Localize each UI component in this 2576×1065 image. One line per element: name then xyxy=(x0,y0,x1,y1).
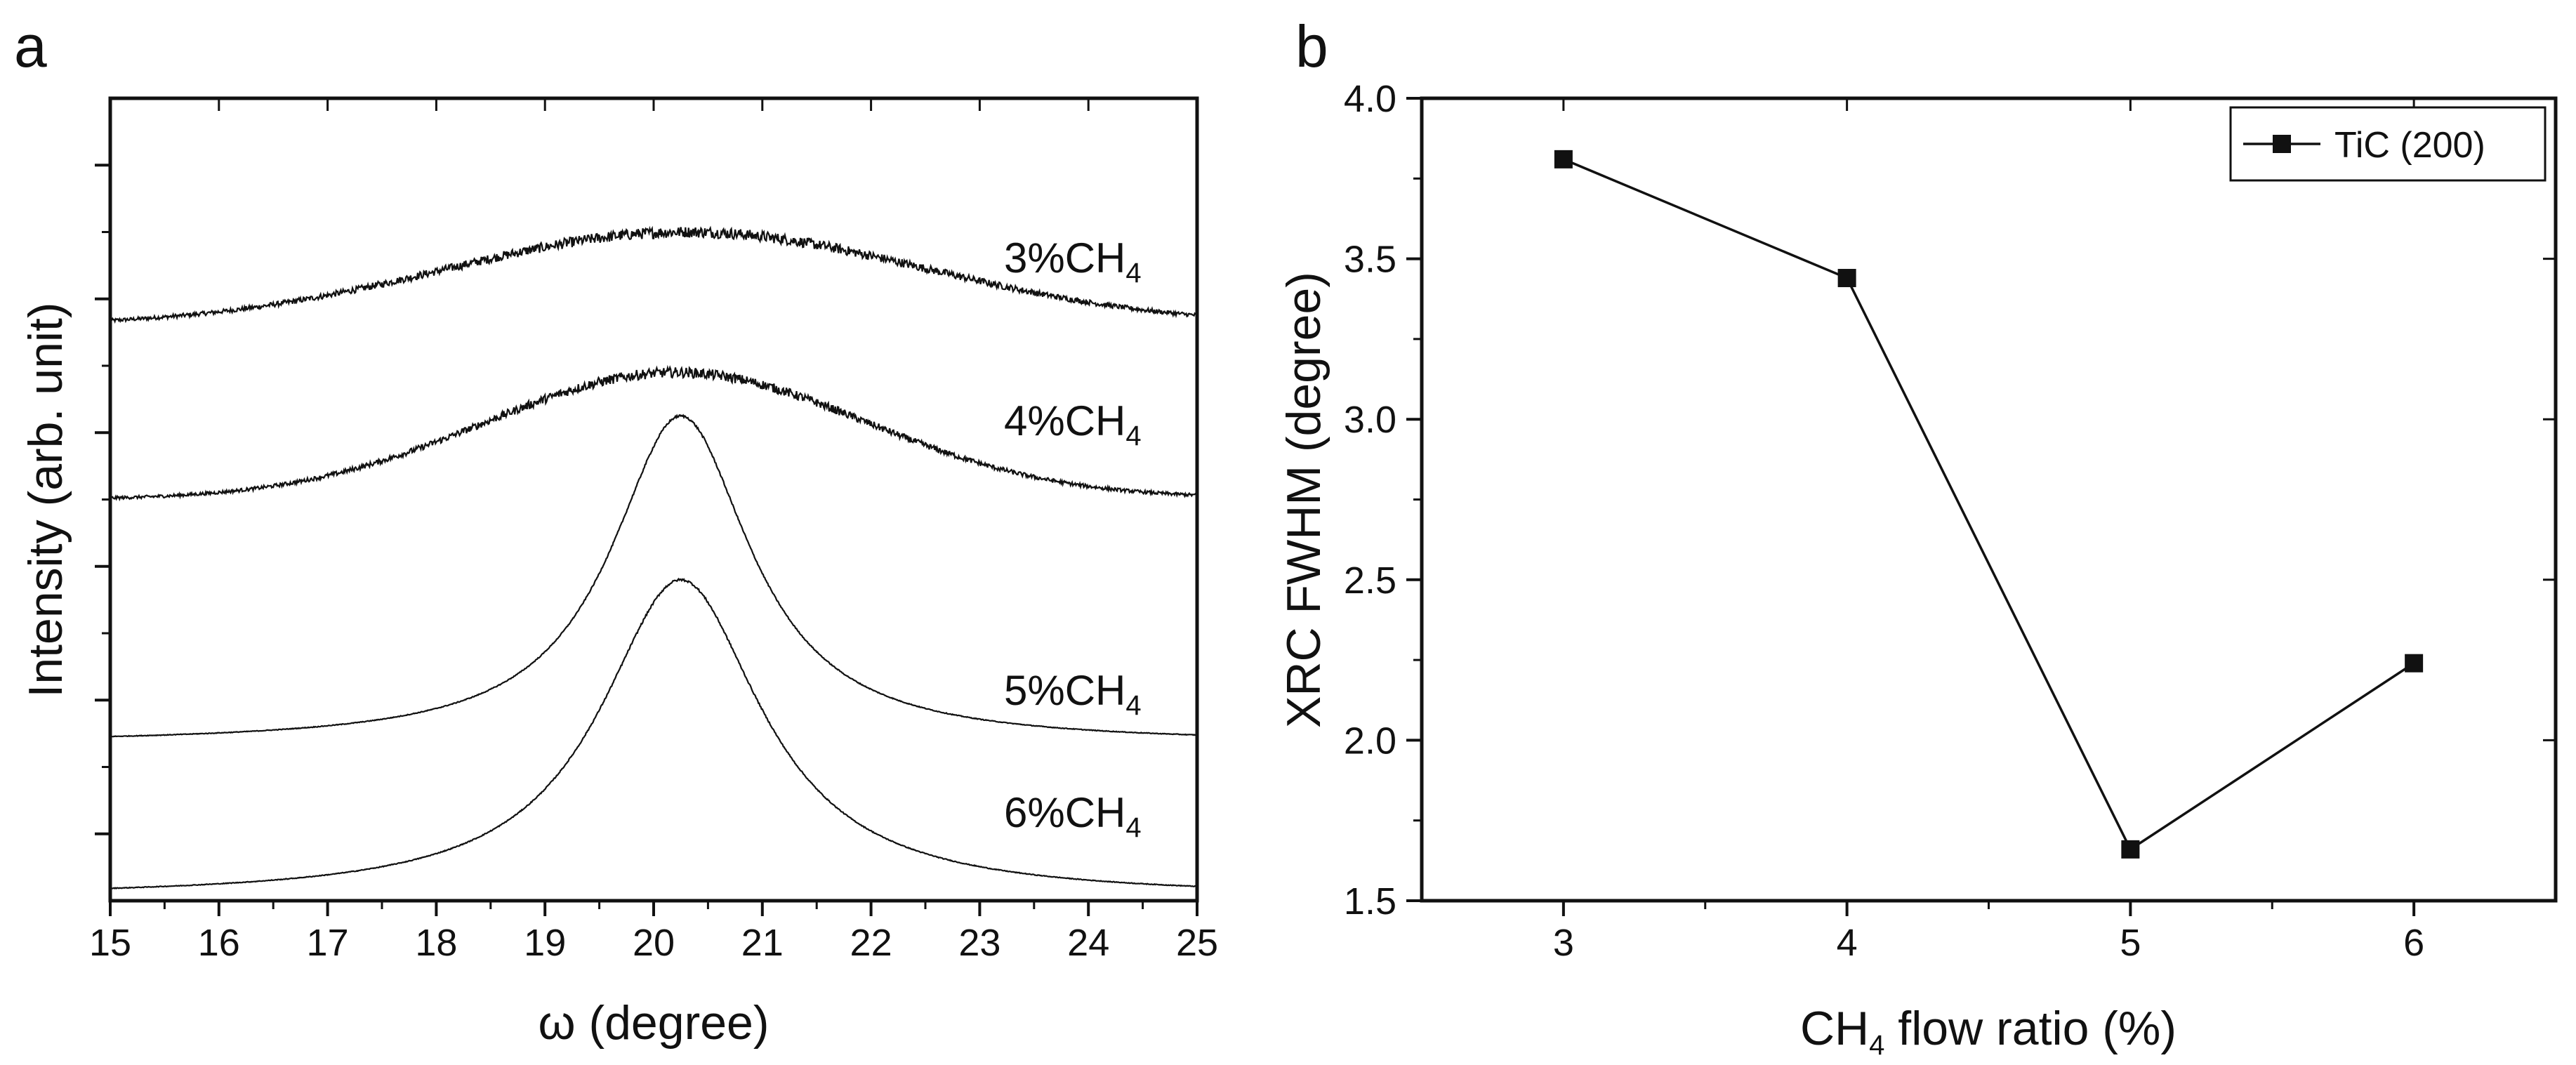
panel-letter-b: b xyxy=(1295,13,1328,79)
series-label-4: 6%CH4 xyxy=(1004,789,1142,843)
panel-b-legend: TiC (200) xyxy=(2229,106,2547,182)
panel-letter-a: a xyxy=(14,13,47,79)
series-label-main: 6%CH xyxy=(1004,789,1125,836)
series-label-sub: 4 xyxy=(1125,421,1141,451)
x-tick-label: 23 xyxy=(958,922,1000,964)
panel-b-y-axis-title: XRC FWHM (degree) xyxy=(1277,272,1330,728)
panel-b-markers xyxy=(1554,150,2424,859)
x-tick-label: 18 xyxy=(415,922,457,964)
x-tick-label: 4 xyxy=(1837,922,1858,964)
x-tick-label: 24 xyxy=(1067,922,1109,964)
y-tick-label: 3.0 xyxy=(1344,399,1396,441)
panel-b-y-ticks: 1.5 2.0 2.5 3.0 3.5 4.0 xyxy=(1344,78,2556,922)
series-line-6pct-ch4 xyxy=(110,577,1197,890)
series-line-3pct-ch4 xyxy=(110,225,1198,324)
panel-a-plot-frame xyxy=(108,96,1199,903)
x-tick-label: 5 xyxy=(2120,922,2141,964)
y-tick-label: 3.5 xyxy=(1344,239,1396,281)
x-title-main: CH xyxy=(1800,1002,1869,1055)
y-tick-label: 2.0 xyxy=(1344,720,1396,762)
x-tick-label: 21 xyxy=(741,922,784,964)
panel-a-x-ticks: 15 16 17 18 19 20 21 22 23 24 25 xyxy=(89,98,1218,964)
series-label-main: 3%CH xyxy=(1004,234,1125,282)
panel-b-plot-frame xyxy=(1420,96,2558,903)
x-tick-label: 3 xyxy=(1553,922,1574,964)
series-label-main: 5%CH xyxy=(1004,667,1125,714)
series-label-main: 4%CH xyxy=(1004,397,1125,444)
x-tick-label: 16 xyxy=(198,922,240,964)
y-tick-label: 4.0 xyxy=(1344,78,1396,120)
x-tick-label: 20 xyxy=(633,922,675,964)
y-tick-label: 2.5 xyxy=(1344,560,1396,602)
data-point-marker xyxy=(2405,654,2424,673)
panel-a-y-ticks xyxy=(95,164,110,835)
data-point-marker xyxy=(1837,269,1856,288)
legend-label: TiC (200) xyxy=(2334,125,2485,166)
panel-b: b 3 4 5 6 1.5 2.0 2.5 3.0 3.5 4.0 TiC (200) CH4 … xyxy=(1277,13,2558,1061)
series-line-5pct-ch4 xyxy=(110,414,1198,738)
legend-marker-sample xyxy=(2273,135,2291,153)
x-tick-label: 25 xyxy=(1176,922,1218,964)
panel-a-x-axis-title: ω (degree) xyxy=(538,996,769,1050)
x-tick-label: 19 xyxy=(524,922,566,964)
series-label-sub: 4 xyxy=(1125,812,1141,843)
data-point-marker xyxy=(1554,150,1573,168)
data-point-marker xyxy=(2121,840,2140,859)
series-line-4pct-ch4 xyxy=(110,364,1198,502)
panel-b-x-ticks: 3 4 5 6 xyxy=(1553,98,2424,964)
panel-b-series-line xyxy=(1563,158,2415,852)
panel-a-y-axis-title: Intensity (arb. unit) xyxy=(19,302,72,697)
x-title-rest: flow ratio (%) xyxy=(1884,1002,2177,1055)
x-tick-label: 6 xyxy=(2403,922,2424,964)
x-tick-label: 15 xyxy=(89,922,131,964)
series-label-sub: 4 xyxy=(1125,258,1141,289)
panel-b-x-axis-title: CH4 flow ratio (%) xyxy=(1800,1002,2177,1061)
series-label-2: 4%CH4 xyxy=(1004,397,1142,451)
y-tick-label: 1.5 xyxy=(1344,880,1396,922)
x-tick-label: 17 xyxy=(307,922,349,964)
series-label-sub: 4 xyxy=(1125,690,1141,721)
x-tick-label: 22 xyxy=(850,922,892,964)
x-title-sub: 4 xyxy=(1869,1030,1884,1061)
panel-a-series xyxy=(110,225,1198,890)
series-label-1: 3%CH4 xyxy=(1004,234,1142,289)
series-label-3: 5%CH4 xyxy=(1004,667,1142,721)
